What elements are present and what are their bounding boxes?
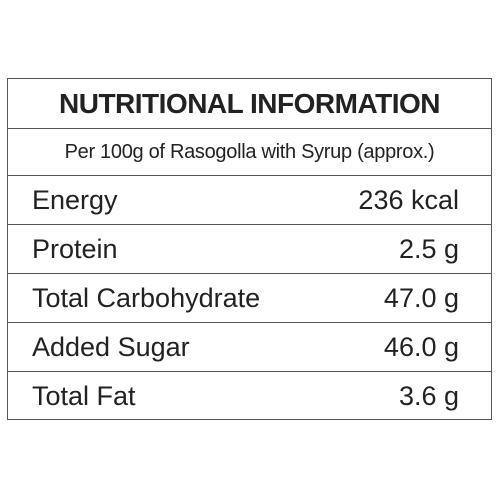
nutrient-amount: 2.5 g <box>398 234 459 264</box>
nutrient-amount: 47.0 g <box>383 283 459 313</box>
nutrient-amount: 3.6 g <box>398 381 459 411</box>
nutrient-row: Added Sugar 46.0 g <box>8 323 491 372</box>
nutrient-name: Total Fat <box>32 381 136 411</box>
nutrient-name: Total Carbohydrate <box>32 283 261 313</box>
table-subtitle: Per 100g of Rasogolla with Syrup (approx… <box>8 129 491 176</box>
nutrient-name: Protein <box>32 234 118 264</box>
table-title: NUTRITIONAL INFORMATION <box>8 79 491 129</box>
nutrient-row: Protein 2.5 g <box>8 225 491 274</box>
nutrition-table: NUTRITIONAL INFORMATION Per 100g of Raso… <box>7 78 492 420</box>
nutrient-name: Added Sugar <box>32 332 190 362</box>
nutrient-amount: 236 kcal <box>358 185 459 215</box>
nutrient-row: Energy 236 kcal <box>8 176 491 225</box>
nutrient-row: Total Fat 3.6 g <box>8 372 491 421</box>
nutrient-amount: 46.0 g <box>383 332 459 362</box>
nutrient-name: Energy <box>32 185 118 215</box>
nutrient-row: Total Carbohydrate 47.0 g <box>8 274 491 323</box>
